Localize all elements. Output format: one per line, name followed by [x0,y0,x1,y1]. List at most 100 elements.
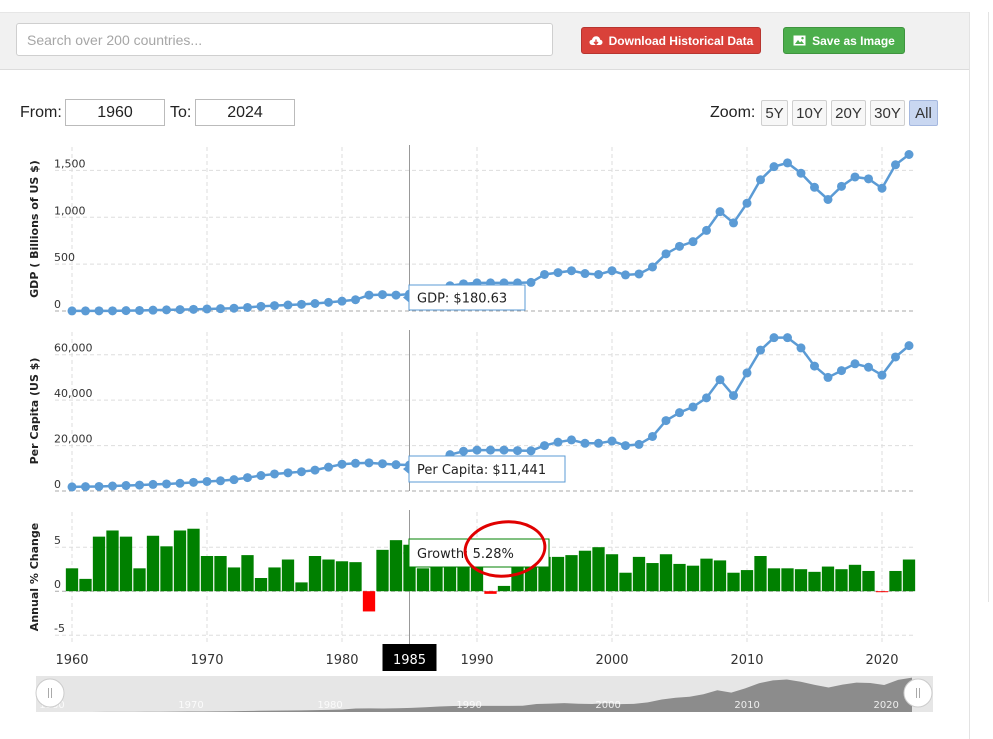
data-point[interactable] [81,482,90,492]
growth-bar[interactable] [376,549,389,592]
navigator-left-handle[interactable] [35,678,65,708]
data-point[interactable] [486,445,495,455]
data-point[interactable] [67,482,77,492]
data-point[interactable] [540,441,549,451]
zoom-10y-button[interactable]: 10Y [792,100,827,126]
data-point[interactable] [729,218,738,228]
growth-bar[interactable] [821,566,835,592]
growth-bar[interactable] [335,561,349,592]
growth-bar[interactable] [848,564,862,592]
growth-bar[interactable] [808,571,821,592]
growth-bar[interactable] [835,569,848,592]
data-point[interactable] [270,469,279,479]
data-point[interactable] [648,431,657,441]
data-point[interactable] [783,158,792,168]
growth-bar[interactable] [173,530,187,592]
data-point[interactable] [877,183,887,193]
data-point[interactable] [891,160,900,170]
data-point[interactable] [378,459,387,469]
data-point[interactable] [108,306,117,316]
data-point[interactable] [94,306,104,316]
from-year-input[interactable]: 1960 [65,99,165,126]
data-point[interactable] [675,408,684,418]
zoom-30y-button[interactable]: 30Y [870,100,905,126]
data-point[interactable] [769,162,779,172]
data-point[interactable] [580,438,590,448]
data-point[interactable] [877,370,887,380]
data-point[interactable] [796,343,806,353]
data-point[interactable] [391,290,401,300]
growth-bar[interactable] [632,556,646,592]
data-point[interactable] [472,445,482,455]
growth-bar[interactable] [389,540,403,592]
data-point[interactable] [202,476,212,486]
data-point[interactable] [216,304,225,314]
growth-bar[interactable] [106,530,119,592]
data-point[interactable] [391,460,401,470]
data-point[interactable] [661,249,671,259]
data-point[interactable] [283,300,293,310]
data-point[interactable] [688,237,698,247]
growth-bar[interactable] [295,582,308,592]
data-point[interactable] [567,266,576,276]
growth-bar[interactable] [133,568,146,592]
data-point[interactable] [850,172,860,182]
data-point[interactable] [567,435,576,445]
data-point[interactable] [148,479,158,489]
growth-bar[interactable] [187,528,200,592]
growth-bar[interactable] [713,560,727,592]
data-point[interactable] [378,290,387,300]
navigator-right-handle[interactable] [903,678,933,708]
growth-bar[interactable] [565,555,578,592]
growth-bar[interactable] [214,556,227,592]
growth-bar[interactable] [902,559,916,592]
data-point[interactable] [553,268,563,278]
data-point[interactable] [148,305,158,315]
growth-bar[interactable] [646,563,659,592]
data-point[interactable] [229,475,239,485]
data-point[interactable] [756,345,765,355]
growth-bar[interactable] [578,550,592,592]
data-point[interactable] [823,372,833,382]
growth-bar[interactable] [241,555,254,592]
growth-bar[interactable] [862,570,875,592]
data-point[interactable] [162,305,171,315]
data-point[interactable] [135,305,144,315]
data-point[interactable] [121,306,131,316]
to-year-input[interactable]: 2024 [195,99,295,126]
data-point[interactable] [607,436,617,446]
zoom-20y-button[interactable]: 20Y [831,100,866,126]
growth-bar[interactable] [160,546,173,592]
data-point[interactable] [189,477,198,487]
data-point[interactable] [904,149,914,159]
data-point[interactable] [756,175,765,185]
growth-bar[interactable] [484,591,497,594]
data-point[interactable] [621,270,630,280]
data-point[interactable] [202,304,212,314]
growth-bar[interactable] [592,547,605,592]
data-point[interactable] [243,473,252,483]
data-point[interactable] [594,269,603,279]
data-point[interactable] [580,269,590,279]
data-point[interactable] [810,182,819,192]
growth-bar[interactable] [146,535,160,592]
data-point[interactable] [216,476,225,486]
growth-bar[interactable] [740,570,754,592]
growth-bar[interactable] [754,556,767,592]
data-point[interactable] [94,481,104,491]
growth-bar[interactable] [92,536,106,592]
growth-bar[interactable] [254,578,268,592]
growth-bar[interactable] [619,572,632,592]
data-point[interactable] [675,241,684,251]
growth-bar[interactable] [700,558,713,592]
data-point[interactable] [162,479,171,489]
zoom-all-button[interactable]: All [909,100,938,126]
data-point[interactable] [594,438,603,448]
search-input[interactable] [16,23,553,56]
data-point[interactable] [607,266,617,276]
data-point[interactable] [702,393,711,403]
data-point[interactable] [337,296,347,306]
download-historical-data-button[interactable]: Download Historical Data [581,27,761,54]
data-point[interactable] [121,481,131,491]
data-point[interactable] [621,441,630,451]
